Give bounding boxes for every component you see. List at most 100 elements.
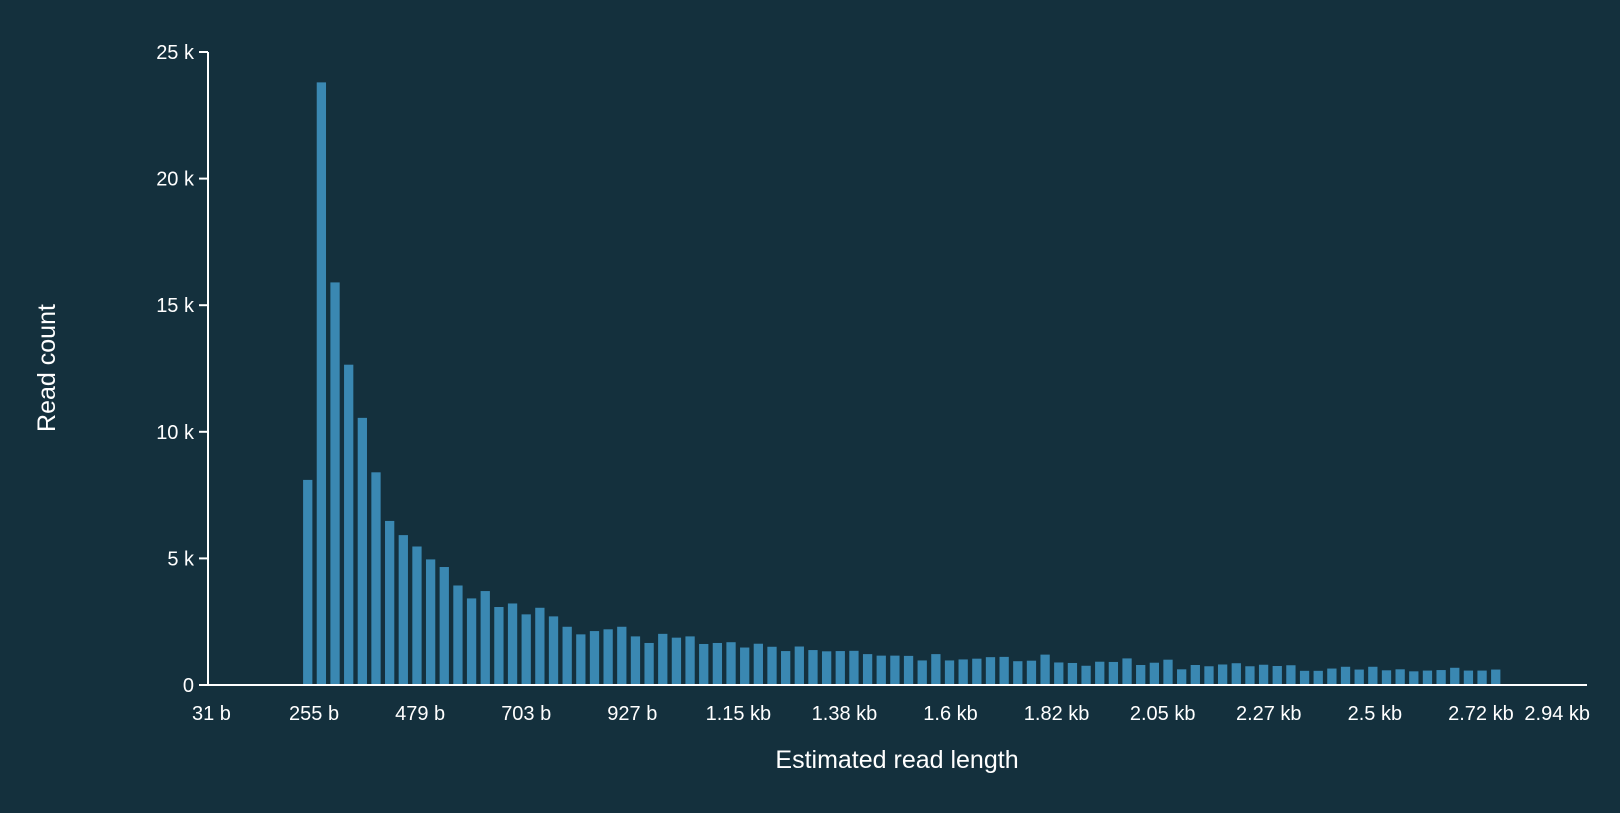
bar-82 xyxy=(1422,670,1433,685)
bar-12 xyxy=(466,598,477,685)
bar-80 xyxy=(1395,669,1405,685)
x-tick-label: 2.27 kb xyxy=(1236,703,1302,725)
bar-60 xyxy=(1122,658,1132,685)
x-tick-label: 1.38 kb xyxy=(812,703,878,725)
bar-40 xyxy=(849,650,859,685)
bar-68 xyxy=(1231,663,1241,685)
bar-67 xyxy=(1217,664,1228,685)
bar-57 xyxy=(1081,665,1091,685)
bar-75 xyxy=(1327,668,1337,685)
bar-38 xyxy=(821,651,832,685)
x-tick-label: 255 b xyxy=(289,703,339,725)
bar-22 xyxy=(603,629,613,685)
y-tick-label: 15 k xyxy=(156,295,195,317)
bar-63 xyxy=(1163,659,1173,685)
x-tick-label: 1.15 kb xyxy=(706,703,772,725)
bar-28 xyxy=(685,636,695,685)
x-axis-title: Estimated read length xyxy=(775,746,1018,774)
bar-43 xyxy=(890,655,900,685)
bar-72 xyxy=(1286,665,1296,685)
bar-45 xyxy=(917,660,927,685)
bar-25 xyxy=(644,642,654,685)
bar-9 xyxy=(425,559,436,685)
bar-59 xyxy=(1108,661,1119,685)
bar-61 xyxy=(1136,665,1146,685)
y-tick-label: 5 k xyxy=(167,548,195,570)
bar-81 xyxy=(1409,671,1419,685)
bar-2 xyxy=(330,282,340,685)
bar-52 xyxy=(1013,661,1023,685)
bar-55 xyxy=(1054,662,1064,685)
x-tick-label: 2.94 kb xyxy=(1524,703,1590,725)
bar-18 xyxy=(548,616,559,685)
bar-33 xyxy=(753,643,763,685)
bar-6 xyxy=(385,520,395,685)
bar-34 xyxy=(767,646,777,685)
x-tick-label: 479 b xyxy=(395,703,445,725)
bar-17 xyxy=(535,607,545,685)
bar-64 xyxy=(1177,669,1187,685)
bar-49 xyxy=(972,658,982,685)
bar-58 xyxy=(1095,661,1105,685)
bar-36 xyxy=(794,646,804,685)
x-tick-label: 1.6 kb xyxy=(923,703,977,725)
bar-0 xyxy=(303,479,313,685)
bar-47 xyxy=(944,660,955,685)
bar-32 xyxy=(740,647,750,685)
y-tick-label: 25 k xyxy=(156,42,195,64)
bar-4 xyxy=(357,417,367,685)
bar-8 xyxy=(412,546,422,685)
bar-31 xyxy=(726,642,736,685)
bar-29 xyxy=(699,643,709,685)
bar-69 xyxy=(1245,666,1255,685)
bar-71 xyxy=(1272,666,1282,685)
bar-79 xyxy=(1381,670,1392,685)
bar-15 xyxy=(507,603,518,685)
bar-21 xyxy=(589,631,600,685)
bar-26 xyxy=(658,633,668,685)
bar-14 xyxy=(494,607,504,685)
bar-84 xyxy=(1450,667,1460,685)
bar-44 xyxy=(903,655,914,685)
x-tick-label: 31 b xyxy=(192,703,231,725)
bar-83 xyxy=(1436,670,1446,685)
bar-13 xyxy=(480,591,490,685)
bar-62 xyxy=(1149,662,1159,685)
y-tick-label: 10 k xyxy=(156,422,195,444)
bar-78 xyxy=(1368,666,1378,685)
bar-51 xyxy=(999,656,1009,685)
bar-10 xyxy=(439,567,449,685)
bar-42 xyxy=(876,655,886,685)
bar-37 xyxy=(808,650,818,685)
bar-46 xyxy=(931,654,941,685)
bar-50 xyxy=(985,657,996,685)
x-tick-label: 2.72 kb xyxy=(1448,703,1514,725)
x-tick-label: 1.82 kb xyxy=(1024,703,1090,725)
bar-16 xyxy=(521,614,531,685)
bar-76 xyxy=(1340,666,1351,685)
bar-20 xyxy=(576,634,586,685)
bars-group xyxy=(303,82,1501,685)
bar-30 xyxy=(712,642,723,685)
bar-56 xyxy=(1067,662,1078,685)
bar-23 xyxy=(617,626,627,685)
bar-73 xyxy=(1299,670,1310,685)
bar-5 xyxy=(371,472,381,685)
x-tick-label: 2.5 kb xyxy=(1348,703,1402,725)
bar-11 xyxy=(453,585,463,685)
bar-41 xyxy=(862,654,873,685)
bar-77 xyxy=(1354,669,1364,685)
y-axis: 0 5 k 10 k 15 k 20 k 25 k xyxy=(156,42,209,697)
bar-74 xyxy=(1313,670,1323,685)
bar-1 xyxy=(316,82,327,685)
bar-27 xyxy=(671,637,682,685)
bar-85 xyxy=(1463,670,1474,685)
y-axis-title: Read count xyxy=(33,304,61,432)
bar-53 xyxy=(1026,660,1037,685)
bar-7 xyxy=(398,535,408,685)
y-tick-label: 0 xyxy=(183,675,194,697)
bar-19 xyxy=(562,626,572,685)
x-axis: 31 b 255 b 479 b 703 b 927 b 1.15 kb 1.38 kb 1.… xyxy=(192,684,1590,725)
bar-65 xyxy=(1190,665,1200,685)
bar-3 xyxy=(344,364,354,685)
